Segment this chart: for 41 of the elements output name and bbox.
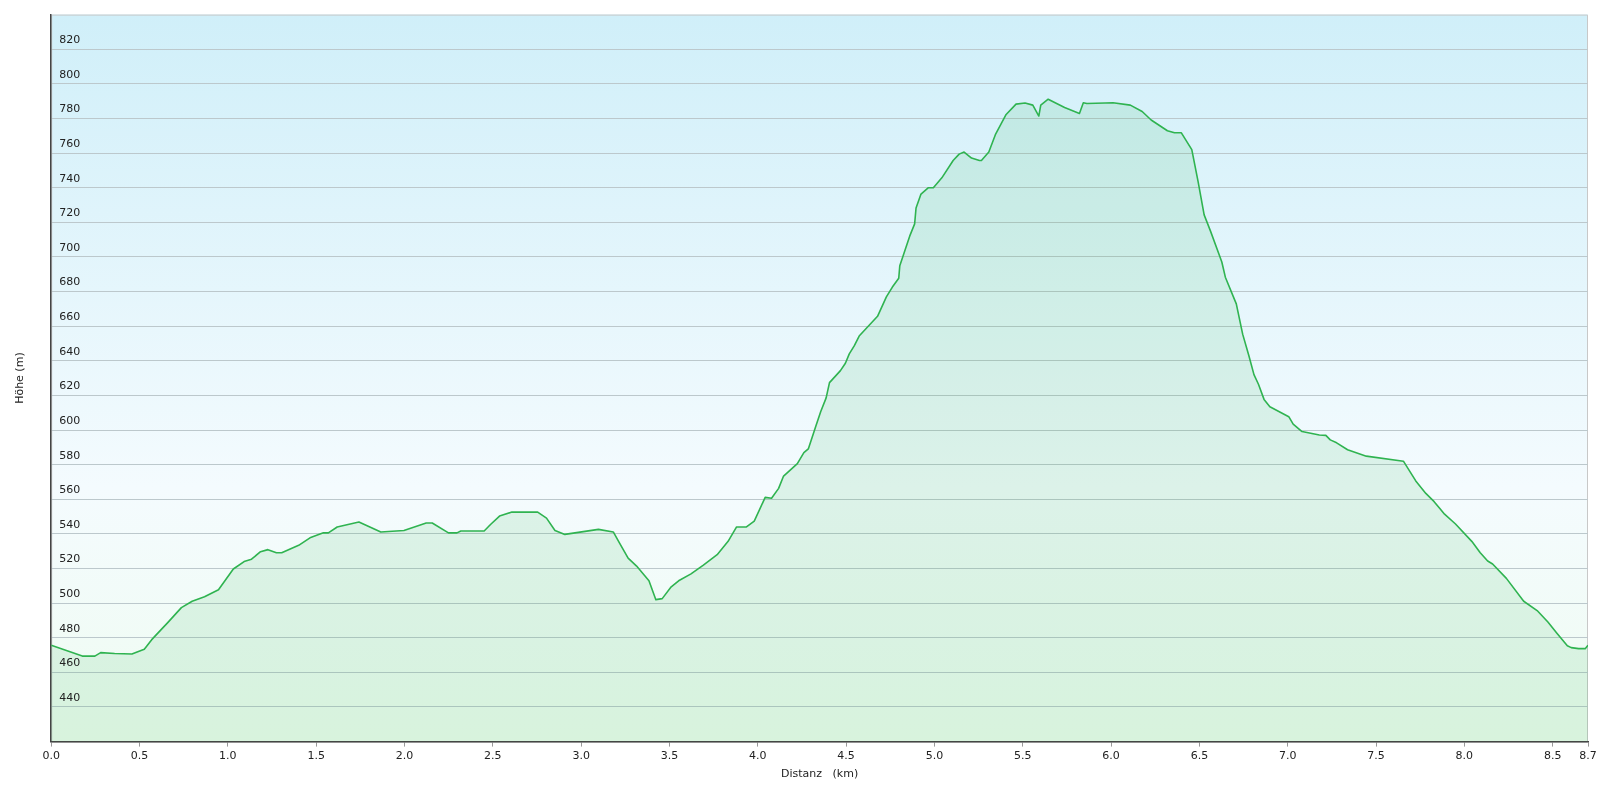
x-tick-label: 0.0: [42, 749, 60, 763]
x-tick-label: 2.0: [395, 749, 414, 763]
x-tick-label: 1.0: [219, 749, 237, 763]
x-tick-label: 4.5: [837, 749, 855, 763]
y-tick-label: 480: [59, 621, 81, 635]
x-tick-label: 5.0: [925, 749, 944, 763]
x-tick-label: 3.5: [660, 749, 679, 763]
x-tick-label: 6.0: [1102, 749, 1120, 763]
x-tick-label: 6.5: [1190, 749, 1209, 763]
y-tick-label: 680: [59, 275, 81, 289]
y-tick-label: 460: [59, 656, 81, 670]
x-tick-label: 8.7: [1579, 749, 1597, 763]
y-tick-label: 600: [59, 413, 81, 427]
x-axis-title: Distanz (km): [780, 767, 859, 781]
x-tick-label: 8.0: [1455, 749, 1474, 763]
y-tick-label: 620: [59, 379, 81, 393]
y-tick-label: 560: [59, 483, 81, 497]
y-tick-label: 760: [59, 136, 81, 150]
y-tick-label: 720: [59, 206, 81, 220]
x-tick-label: 0.5: [130, 749, 149, 763]
x-tick-label: 7.0: [1278, 749, 1297, 763]
x-tick-label: 3.0: [572, 749, 590, 763]
y-tick-label: 520: [59, 552, 81, 566]
y-tick-label: 660: [59, 310, 81, 324]
x-tick-label: 1.5: [307, 749, 325, 763]
y-tick-label: 580: [59, 448, 81, 462]
x-tick-label: 7.5: [1367, 749, 1385, 763]
y-tick-label: 800: [59, 67, 81, 81]
x-tick-label: 4.0: [749, 749, 767, 763]
y-tick-label: 740: [59, 171, 81, 185]
y-tick-label: 500: [59, 586, 81, 600]
y-tick-label: 640: [59, 344, 81, 358]
x-tick-label: 8.5: [1543, 749, 1562, 763]
y-tick-label: 780: [59, 102, 81, 116]
y-tick-label: 440: [59, 690, 81, 704]
x-tick-label: 5.5: [1013, 749, 1032, 763]
y-tick-label: 820: [59, 33, 81, 47]
y-tick-label: 700: [59, 240, 81, 254]
x-tick-label: 2.5: [484, 749, 502, 763]
y-tick-label: 540: [59, 517, 81, 531]
y-axis-title: Höhe (m): [13, 352, 27, 404]
